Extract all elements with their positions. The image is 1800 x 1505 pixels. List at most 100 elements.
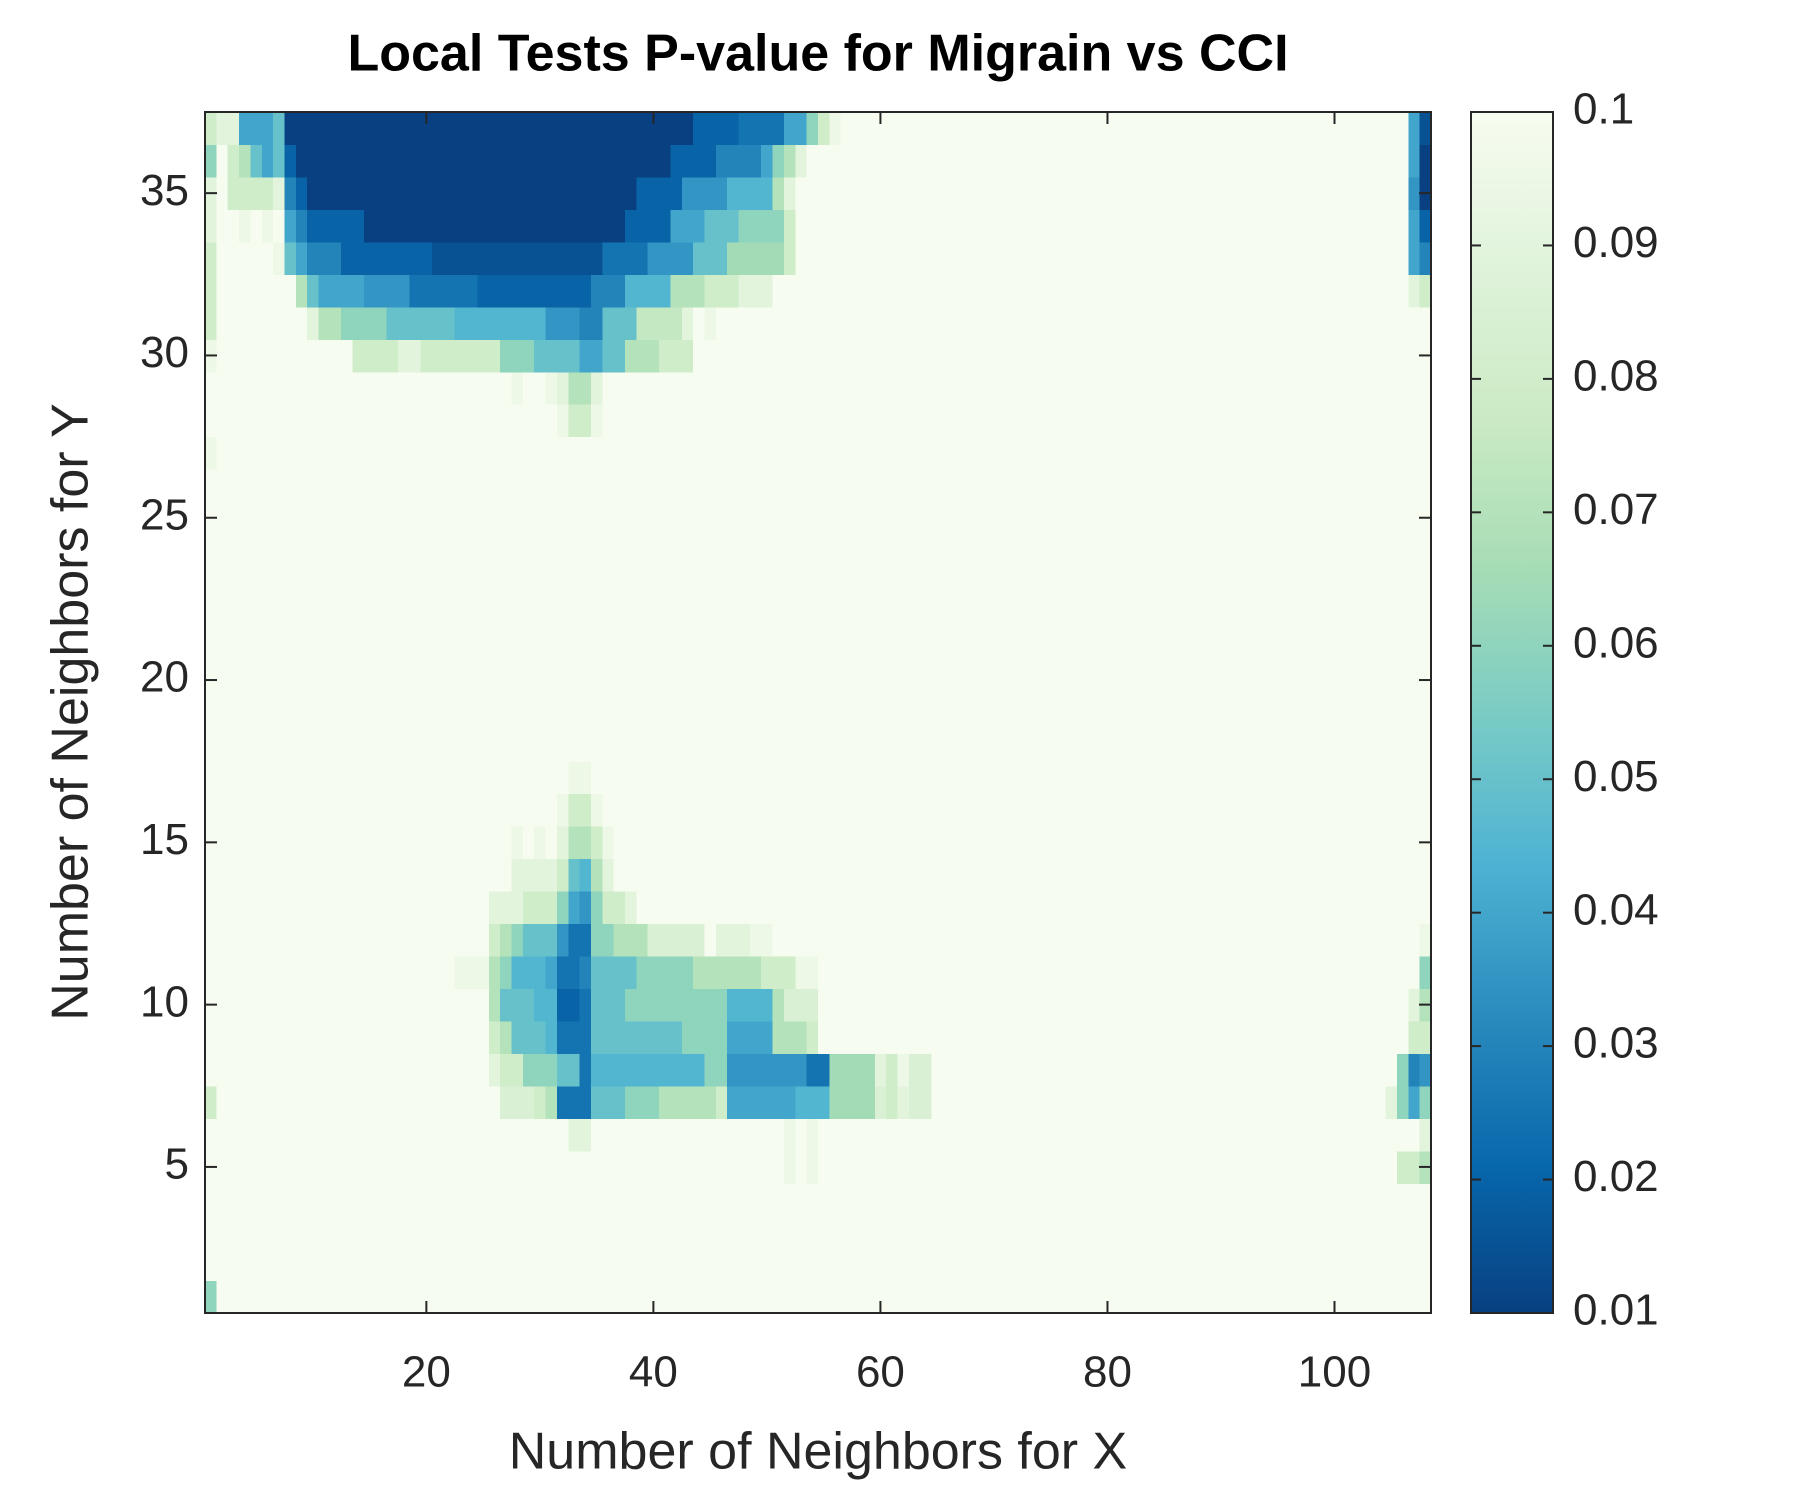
heatmap-cell (386, 826, 399, 860)
heatmap-cell (1306, 923, 1319, 957)
heatmap-cell (568, 144, 581, 178)
heatmap-cell (863, 1150, 876, 1184)
heatmap-cell (1101, 436, 1114, 470)
heatmap-cell (908, 241, 921, 275)
heatmap-cell (1113, 1150, 1126, 1184)
heatmap-cell (602, 112, 615, 146)
heatmap-cell (284, 1085, 297, 1119)
heatmap-cell (420, 436, 433, 470)
heatmap-cell (307, 1150, 320, 1184)
heatmap-cell (227, 728, 240, 762)
heatmap-cell (613, 112, 626, 146)
heatmap-cell (534, 209, 547, 243)
heatmap-cell (908, 891, 921, 925)
heatmap-cell (942, 1118, 955, 1152)
heatmap-cell (1294, 1150, 1307, 1184)
heatmap-cell (897, 1280, 910, 1314)
heatmap-cell (1396, 1085, 1409, 1119)
heatmap-cell (500, 1053, 513, 1087)
heatmap-cell (1260, 1248, 1273, 1282)
heatmap-cell (1283, 728, 1296, 762)
heatmap-cell (1340, 501, 1353, 535)
heatmap-cell (568, 566, 581, 600)
heatmap-cell (908, 1248, 921, 1282)
heatmap-cell (1362, 1215, 1375, 1249)
heatmap-cell (1079, 1215, 1092, 1249)
heatmap-cell (1238, 826, 1250, 860)
heatmap-cell (738, 339, 751, 373)
heatmap-cell (1090, 1215, 1103, 1249)
heatmap-cell (659, 306, 672, 340)
heatmap-cell (1181, 955, 1194, 990)
heatmap-cell (556, 826, 569, 860)
heatmap-cell (1192, 1183, 1205, 1217)
heatmap-cell (534, 1248, 547, 1282)
heatmap-cell (818, 858, 830, 892)
heatmap-cell (659, 371, 672, 405)
heatmap-cell (1079, 663, 1092, 697)
heatmap-cell (443, 1248, 456, 1282)
heatmap-cell (1351, 1085, 1364, 1119)
heatmap-cell (1079, 112, 1092, 146)
heatmap-cell (738, 469, 751, 503)
heatmap-cell (1294, 1053, 1307, 1087)
heatmap-cell (795, 371, 808, 405)
heatmap-cell (693, 761, 706, 795)
heatmap-cell (1113, 696, 1126, 730)
heatmap-cell (818, 1248, 830, 1282)
heatmap-cell (454, 274, 467, 308)
heatmap-cell (1215, 1280, 1228, 1314)
heatmap-cell (239, 404, 252, 438)
heatmap-cell (205, 696, 217, 730)
heatmap-cell (783, 404, 796, 438)
heatmap-cell (727, 533, 740, 568)
heatmap-cell (1045, 371, 1057, 405)
heatmap-cell (1033, 728, 1046, 762)
heatmap-cell (386, 1020, 399, 1054)
heatmap-cell (1010, 144, 1023, 178)
heatmap-cell (1260, 1085, 1273, 1119)
heatmap-cell (1374, 891, 1387, 925)
heatmap-cell (1362, 1020, 1375, 1054)
heatmap-cell (568, 404, 581, 438)
heatmap-cell (670, 1248, 683, 1282)
heatmap-cell (1238, 923, 1250, 957)
heatmap-cell (1340, 955, 1353, 990)
heatmap-cell (920, 566, 933, 600)
heatmap-cell (1385, 1053, 1398, 1087)
heatmap-cell (1090, 1150, 1103, 1184)
heatmap-cell (1090, 728, 1103, 762)
heatmap-cell (386, 306, 399, 340)
heatmap-cell (261, 955, 274, 990)
heatmap-cell (761, 826, 774, 860)
heatmap-cell (920, 306, 933, 340)
heatmap-cell (636, 1020, 649, 1054)
heatmap-cell (477, 112, 490, 146)
heatmap-cell (579, 631, 592, 665)
heatmap-cell (1124, 1280, 1137, 1314)
heatmap-cell (681, 891, 694, 925)
heatmap-cell (1147, 339, 1160, 373)
heatmap-cell (409, 598, 422, 632)
heatmap-cell (602, 826, 615, 860)
heatmap-cell (1351, 1118, 1364, 1152)
heatmap-cell (1203, 793, 1216, 827)
heatmap-cell (534, 1053, 547, 1087)
heatmap-cell (852, 891, 865, 925)
heatmap-cell (931, 371, 944, 405)
heatmap-cell (1124, 988, 1137, 1022)
heatmap-cell (749, 826, 762, 860)
heatmap-cell (681, 696, 694, 730)
heatmap-cell (307, 598, 320, 632)
heatmap-cell (1362, 533, 1375, 568)
heatmap-cell (874, 209, 887, 243)
heatmap-cell (999, 1280, 1012, 1314)
heatmap-cell (488, 274, 501, 308)
heatmap-cell (1283, 241, 1296, 275)
heatmap-cell (1374, 306, 1387, 340)
heatmap-cell (1192, 144, 1205, 178)
heatmap-cell (432, 988, 444, 1022)
heatmap-cell (522, 793, 535, 827)
heatmap-cell (693, 436, 706, 470)
